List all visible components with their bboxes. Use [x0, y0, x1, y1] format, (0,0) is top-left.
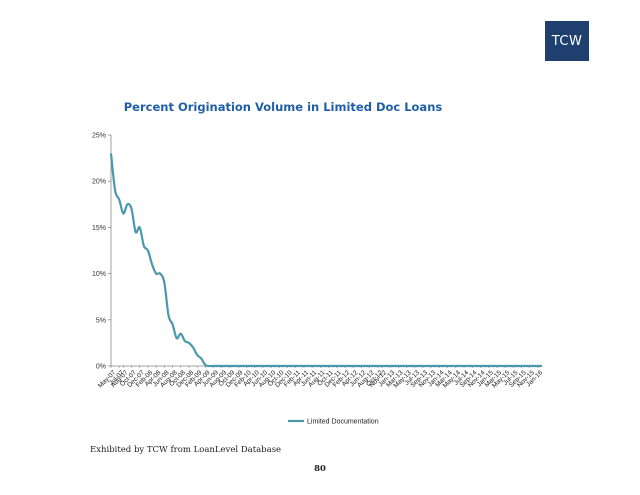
legend: Limited Documentation — [288, 419, 379, 426]
x-axis: May-07Jul-07Aug-07Oct-07Dec-07Feb-08Apr-… — [97, 365, 544, 390]
source-note: Exhibited by TCW from LoanLevel Database — [90, 445, 282, 455]
series-layer — [109, 153, 542, 368]
y-tick-label: 25% — [92, 133, 106, 140]
page-number: 80 — [314, 464, 326, 474]
series-line-limited-documentation — [109, 153, 542, 368]
legend-label: Limited Documentation — [307, 419, 379, 426]
tcw-logo: TCW — [545, 21, 589, 61]
y-tick-label: 10% — [92, 271, 106, 278]
y-tick-label: 15% — [92, 225, 106, 232]
y-tick-label: 20% — [92, 179, 106, 186]
y-tick-label: 5% — [96, 317, 106, 324]
chart-title: Percent Origination Volume in Limited Do… — [123, 100, 443, 114]
y-axis: 0% 5% 10% 15% 20% 25% — [92, 133, 112, 371]
y-tick-label: 0% — [96, 364, 106, 371]
